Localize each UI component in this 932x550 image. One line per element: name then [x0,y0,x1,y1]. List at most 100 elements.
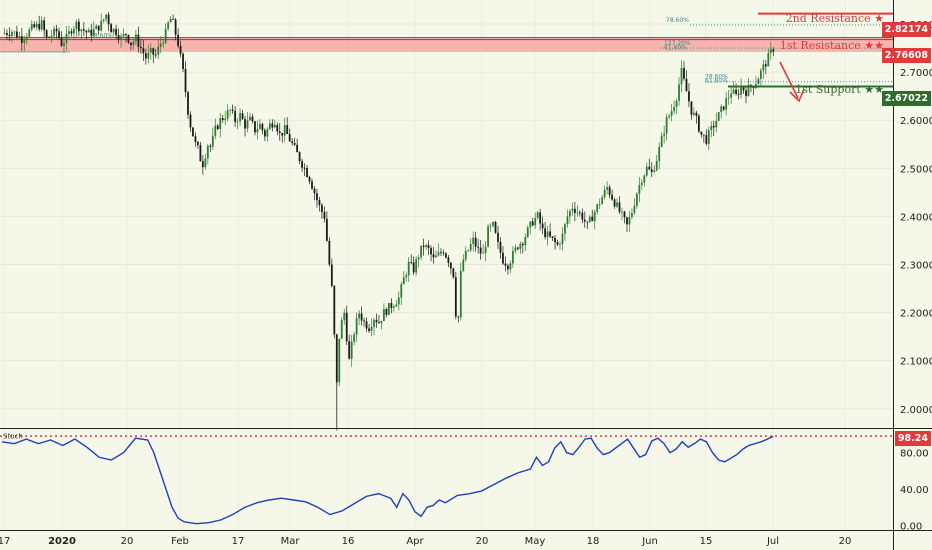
price-tick-label: 2.00000 [900,405,932,416]
candle-body [25,36,28,40]
candle-body [494,221,497,233]
stoch-tick-label: 0.00 [900,521,922,532]
candle-body [507,265,509,270]
candle-body [511,251,514,264]
candle-body [678,84,680,101]
candle-body [621,211,623,213]
time-tick-label: 16 [342,536,355,547]
stoch-line [1,435,774,525]
candle-body [772,49,775,52]
candle-body [102,19,105,21]
candle-body [732,89,735,94]
candle-body [68,31,70,34]
candle-body [653,170,656,172]
candle-body [583,219,586,222]
candle-body [35,23,38,28]
time-tick-label: May [525,536,546,547]
candle-body [137,34,140,47]
candle-body [48,37,51,38]
candle-body [432,254,435,258]
time-tick-label: Feb [171,536,189,547]
candle-body [50,35,53,38]
candle-body [390,302,393,308]
candle-body [578,212,581,214]
price-tick-label: 2.20000 [900,309,932,320]
candle-body [231,109,234,111]
second-resistance-label: 2nd Resistance ★ [785,12,884,25]
candle-body [209,145,212,147]
candle-body [100,20,103,31]
candle-body [316,193,318,200]
candle-body [144,53,147,59]
candle-body [33,24,36,28]
candle-body [360,313,363,321]
candle-body [38,23,41,30]
candle-body [521,243,524,246]
candle-body [586,221,589,223]
candle-body [655,161,658,171]
candle-body [668,115,671,118]
candle-body [705,135,708,144]
candle-body [539,212,542,224]
candle-body [715,120,718,128]
candle-body [430,248,432,255]
candle-body [531,221,534,226]
candle-body [20,36,23,43]
candle-body [631,213,633,218]
candle-body [464,250,467,260]
candle-body [497,232,499,242]
candle-body [569,210,571,217]
candle-body [75,21,78,30]
time-tick-label: 2020 [48,536,76,547]
candle-body [680,67,683,85]
stoch-tick-label: 80.00 [900,449,929,460]
candle-body [95,25,98,29]
candle-body [73,29,75,34]
candle-body [479,247,482,254]
candle-body [6,33,8,35]
candle-body [759,70,762,79]
candle-body [395,304,398,307]
candle-body [683,67,685,79]
candle-body [333,285,336,335]
candle-body [449,262,452,269]
candle-body [28,29,31,37]
candle-body [400,284,403,298]
candle-body [348,341,351,359]
candle-body [261,123,264,131]
candle-body [117,35,120,40]
candle-body [365,321,368,329]
fib-label: 78.60% [705,73,728,80]
candle-body [70,31,73,34]
candle-body [330,264,333,286]
candle-body [482,252,485,254]
first-resistance-price-badge: 2.76608 [881,48,931,63]
stoch-indicator-label: Stoch [3,432,23,440]
candle-body [135,34,137,42]
candle-body [519,243,522,249]
candle-body [469,243,472,251]
candle-body [92,28,95,36]
first-resistance-label: 1st Resistance ★★ [779,39,884,52]
stoch-tick-label: 40.00 [900,485,929,496]
candle-body [340,320,343,339]
candle-body [112,28,115,33]
fib-label: 61.80% [705,78,728,85]
candle-body [541,223,544,229]
candle-body [87,29,90,33]
candle-body [291,141,294,144]
time-tick-label: 17 [0,536,10,547]
candle-body [15,31,18,38]
candle-body [670,111,673,116]
candle-body [422,245,425,248]
candle-body [375,319,378,323]
time-tick-label: Apr [406,536,424,547]
price-tick-label: 2.40000 [900,212,932,223]
candle-body [710,125,713,131]
candle-body [635,193,638,206]
candle-body [164,28,167,43]
candle-body [640,182,643,186]
candle-body [608,187,611,195]
candle-body [581,212,584,220]
